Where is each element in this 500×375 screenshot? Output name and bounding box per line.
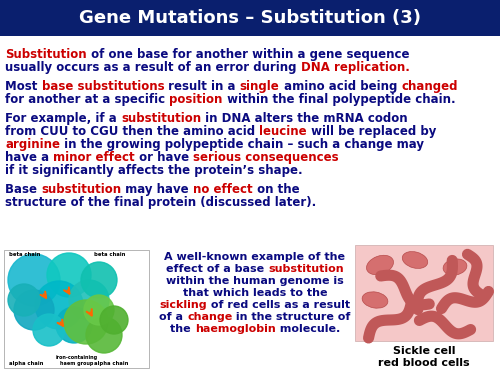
Text: usually occurs as a result of an error during: usually occurs as a result of an error d… — [5, 61, 300, 74]
Circle shape — [81, 262, 117, 298]
Text: changed: changed — [401, 80, 458, 93]
Text: structure of the final protein (discussed later).: structure of the final protein (discusse… — [5, 196, 316, 209]
Text: may have: may have — [121, 183, 193, 196]
Ellipse shape — [362, 292, 388, 308]
Circle shape — [8, 284, 40, 316]
Circle shape — [69, 280, 109, 320]
Text: Sickle cell
red blood cells: Sickle cell red blood cells — [378, 346, 470, 368]
Text: beta chain: beta chain — [9, 252, 40, 257]
Text: A well-known example of the: A well-known example of the — [164, 252, 346, 262]
Text: Base: Base — [5, 183, 41, 196]
Text: effect of a base: effect of a base — [166, 264, 268, 274]
Text: sickling: sickling — [160, 300, 208, 310]
Text: Most: Most — [5, 80, 42, 93]
Circle shape — [14, 290, 54, 330]
Circle shape — [8, 254, 60, 306]
Text: in DNA alters the mRNA codon: in DNA alters the mRNA codon — [201, 112, 408, 125]
Text: will be replaced by: will be replaced by — [307, 125, 436, 138]
Text: minor effect: minor effect — [53, 151, 135, 164]
Text: Substitution: Substitution — [5, 48, 86, 61]
Text: molecule.: molecule. — [276, 324, 340, 334]
Text: DNA replication.: DNA replication. — [300, 61, 410, 74]
Text: substitution: substitution — [121, 112, 201, 125]
Ellipse shape — [443, 259, 467, 275]
Text: change: change — [187, 312, 232, 322]
Ellipse shape — [402, 252, 427, 268]
Circle shape — [64, 300, 108, 344]
Text: single: single — [240, 80, 280, 93]
Circle shape — [33, 314, 65, 346]
Circle shape — [86, 317, 122, 353]
Text: for another at a specific: for another at a specific — [5, 93, 169, 106]
Text: haemoglobin: haemoglobin — [195, 324, 276, 334]
Text: alpha chain: alpha chain — [9, 361, 43, 366]
FancyBboxPatch shape — [0, 0, 500, 36]
Text: from CUU to CGU then the amino acid: from CUU to CGU then the amino acid — [5, 125, 259, 138]
FancyBboxPatch shape — [355, 245, 493, 341]
Circle shape — [100, 306, 128, 334]
Ellipse shape — [366, 255, 394, 275]
Text: of a: of a — [159, 312, 187, 322]
Text: base substitutions: base substitutions — [42, 80, 164, 93]
Circle shape — [47, 253, 91, 297]
Text: or have: or have — [135, 151, 193, 164]
Text: no effect: no effect — [193, 183, 252, 196]
Text: within the final polypeptide chain.: within the final polypeptide chain. — [222, 93, 455, 106]
Text: of one base for another within a gene sequence: of one base for another within a gene se… — [86, 48, 409, 61]
Text: iron-containing
haem group: iron-containing haem group — [56, 355, 98, 366]
Circle shape — [56, 307, 92, 343]
Text: beta chain: beta chain — [94, 252, 126, 257]
Text: in the growing polypeptide chain – such a change may: in the growing polypeptide chain – such … — [60, 138, 424, 151]
Text: alpha chain: alpha chain — [94, 361, 128, 366]
Text: of red cells as a result: of red cells as a result — [208, 300, 350, 310]
Text: on the: on the — [252, 183, 299, 196]
Text: if it significantly affects the protein’s shape.: if it significantly affects the protein’… — [5, 164, 302, 177]
Text: arginine: arginine — [5, 138, 60, 151]
Text: serious consequences: serious consequences — [193, 151, 339, 164]
Text: in the structure of: in the structure of — [232, 312, 351, 322]
Text: position: position — [169, 93, 222, 106]
Text: For example, if a: For example, if a — [5, 112, 121, 125]
Text: substitution: substitution — [268, 264, 344, 274]
FancyBboxPatch shape — [4, 250, 149, 368]
Text: that which leads to the: that which leads to the — [183, 288, 327, 298]
Text: result in a: result in a — [164, 80, 240, 93]
Text: amino acid being: amino acid being — [280, 80, 401, 93]
Text: the: the — [170, 324, 195, 334]
Text: leucine: leucine — [259, 125, 307, 138]
Text: have a: have a — [5, 151, 53, 164]
Circle shape — [35, 281, 83, 329]
Text: within the human genome is: within the human genome is — [166, 276, 344, 286]
Circle shape — [84, 295, 114, 325]
Text: Gene Mutations – Substitution (3): Gene Mutations – Substitution (3) — [79, 9, 421, 27]
Text: substitution: substitution — [41, 183, 121, 196]
